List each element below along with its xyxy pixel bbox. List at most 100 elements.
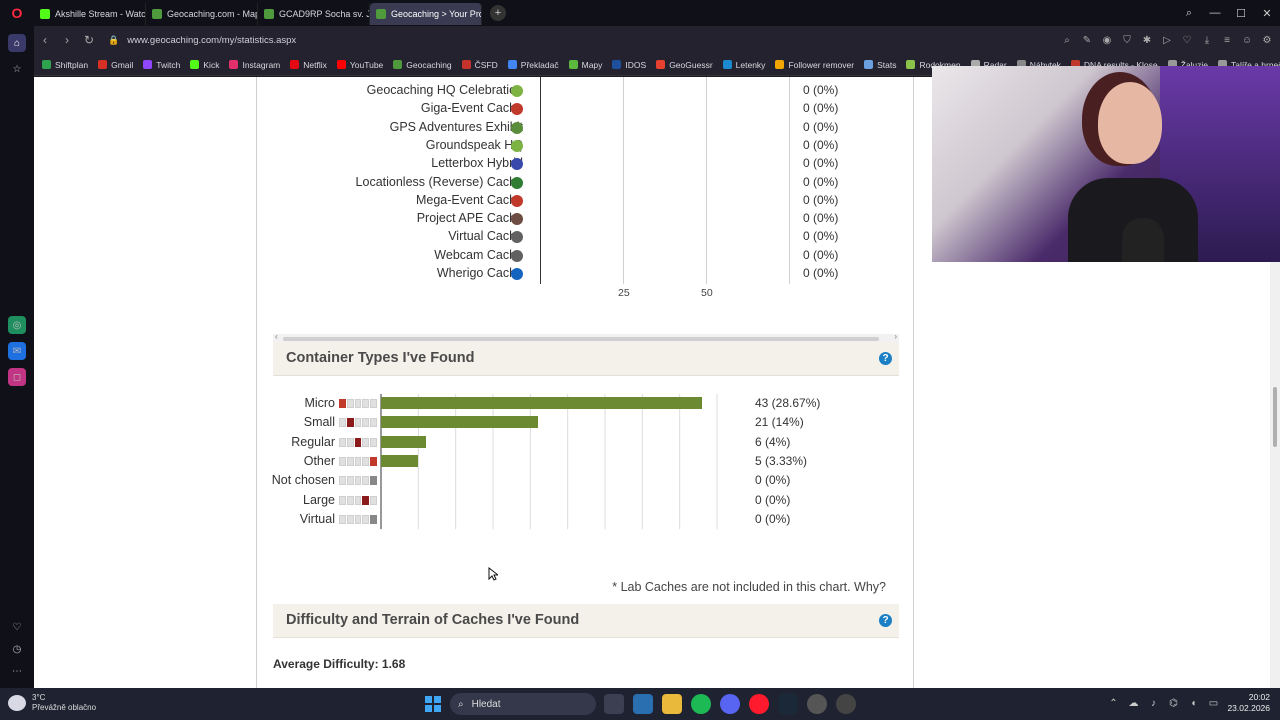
cache-type-label[interactable]: Wherigo Cache xyxy=(436,266,523,280)
settings-icon[interactable]: ⚙ xyxy=(1262,34,1272,46)
maximize-button[interactable]: ☐ xyxy=(1236,7,1246,20)
spotify-icon[interactable] xyxy=(691,694,711,714)
file-icon[interactable] xyxy=(604,694,624,714)
shield-icon[interactable]: ⛉ xyxy=(1123,34,1131,46)
reload-button[interactable]: ↻ xyxy=(83,33,95,47)
bookmark-item[interactable]: Netflix xyxy=(290,60,327,70)
bookmark-item[interactable]: Mapy xyxy=(568,60,602,70)
edit-icon[interactable]: ✎ xyxy=(1082,34,1092,46)
steam-icon[interactable] xyxy=(778,694,798,714)
play-icon[interactable]: ▷ xyxy=(1163,34,1171,46)
cache-type-label[interactable]: Locationless (Reverse) Cache xyxy=(355,174,523,189)
new-tab-button[interactable]: + xyxy=(490,5,506,21)
chatgpt-icon[interactable]: ◎ xyxy=(8,316,26,334)
heart-icon[interactable]: ♡ xyxy=(12,621,22,633)
cache-type-row: GPS Adventures Exhibit 0 (0%) xyxy=(257,119,915,137)
cache-type-label[interactable]: Mega-Event Cache xyxy=(415,192,523,207)
bookmark-item[interactable]: Gmail xyxy=(98,60,133,70)
weather-icon xyxy=(8,695,26,711)
bookmark-item[interactable]: Follower remover xyxy=(775,60,854,70)
bookmark-item[interactable]: ČSFD xyxy=(461,60,498,70)
folder-icon[interactable] xyxy=(662,694,682,714)
chart-horizontal-scrollbar[interactable]: ‹ › xyxy=(273,332,899,343)
bookmark-item[interactable]: Geocaching xyxy=(393,60,452,70)
cache-type-label[interactable]: Project APE Cache xyxy=(416,211,523,226)
network-icon[interactable]: ⌬ xyxy=(1169,697,1178,709)
bookmark-item[interactable]: Letenky xyxy=(722,60,765,70)
mic-icon[interactable]: ♪ xyxy=(1150,697,1156,709)
bookmark-icon xyxy=(42,60,51,69)
minimize-button[interactable]: — xyxy=(1209,7,1221,19)
camera-icon[interactable]: ◉ xyxy=(1102,34,1112,46)
browser-tab[interactable]: Geocaching.com - Map xyxy=(146,3,258,25)
cache-type-label[interactable]: GPS Adventures Exhibit xyxy=(389,119,523,134)
page-scrollbar[interactable] xyxy=(1270,77,1280,688)
obs-icon[interactable] xyxy=(836,694,856,714)
help-icon[interactable]: ? xyxy=(879,352,892,365)
search-icon[interactable]: ⌕ xyxy=(1064,34,1070,46)
star-icon[interactable]: ☆ xyxy=(12,63,22,75)
help-icon[interactable]: ? xyxy=(879,614,892,627)
container-bar[interactable] xyxy=(381,454,419,467)
opera-logo-icon[interactable]: O xyxy=(11,5,23,21)
browser-tab[interactable]: Geocaching > Your Profile xyxy=(370,3,482,25)
discord-icon[interactable] xyxy=(720,694,740,714)
bookmark-item[interactable]: IDOS xyxy=(612,60,646,70)
cache-type-label[interactable]: Webcam Cache xyxy=(434,247,523,262)
bookmark-item[interactable]: GeoGuessr xyxy=(656,60,713,70)
search-tabs-icon[interactable]: ⌕ xyxy=(1185,6,1193,19)
bookmark-item[interactable]: YouTube xyxy=(336,60,383,70)
bookmark-item[interactable]: Nábytek xyxy=(1016,60,1061,70)
history-icon[interactable]: ◷ xyxy=(12,643,22,655)
browser-tab[interactable]: Akshille Stream - Watch L xyxy=(34,3,146,25)
home-icon[interactable]: ⌂ xyxy=(8,34,26,52)
bookmark-item[interactable]: Stats xyxy=(864,60,896,70)
bookmark-item[interactable]: Kick xyxy=(190,60,219,70)
battery-icon[interactable]: ▭ xyxy=(1208,697,1219,709)
menu-icon[interactable]: ≡ xyxy=(1224,34,1230,46)
bookmark-item[interactable]: Twitch xyxy=(143,60,180,70)
chevron-up-icon[interactable]: ⌃ xyxy=(1109,697,1118,709)
container-bar[interactable] xyxy=(381,435,426,448)
close-button[interactable]: ✕ xyxy=(1262,7,1272,20)
bookmark-item[interactable]: Žaluzie xyxy=(1167,60,1208,70)
bookmark-item[interactable]: Shiftplan xyxy=(42,60,88,70)
bookmark-icon xyxy=(229,60,239,69)
lab-caches-note[interactable]: * Lab Caches are not included in this ch… xyxy=(612,580,886,594)
bookmark-item[interactable]: Rodokmen xyxy=(906,60,961,70)
cache-type-label[interactable]: Groundspeak HQ xyxy=(425,137,523,152)
scroll-right-icon[interactable]: › xyxy=(894,332,897,341)
telegram-icon[interactable] xyxy=(633,694,653,714)
heart-icon[interactable]: ♡ xyxy=(1182,34,1192,46)
extension-icon[interactable]: ✱ xyxy=(1142,34,1152,46)
cache-type-label[interactable]: Geocaching HQ Celebration xyxy=(366,83,523,97)
volume-icon[interactable]: ◖ xyxy=(1190,697,1197,709)
app-icon[interactable] xyxy=(807,694,827,714)
messenger-icon[interactable]: ✉ xyxy=(8,342,26,360)
weather-widget[interactable]: 3°C Převážně oblačno xyxy=(8,693,96,713)
instagram-icon[interactable]: ◻ xyxy=(8,368,26,386)
opera-icon[interactable] xyxy=(749,694,769,714)
cloud-icon[interactable]: ☁ xyxy=(1128,697,1139,709)
forward-button[interactable]: › xyxy=(65,33,69,47)
browser-tab[interactable]: GCAD9RP Socha sv. Jana xyxy=(258,3,370,25)
bookmark-item[interactable]: Překladač xyxy=(507,60,559,70)
bookmark-item[interactable]: Radar xyxy=(970,60,1007,70)
profile-icon[interactable]: ☺ xyxy=(1241,34,1253,46)
container-bar[interactable] xyxy=(381,397,703,409)
download-icon[interactable]: ⤓ xyxy=(1204,34,1210,46)
container-bar[interactable] xyxy=(381,416,538,429)
bookmark-item[interactable]: Talíře a hrnečky xyxy=(1218,60,1280,70)
back-button[interactable]: ‹ xyxy=(43,33,47,47)
bookmark-item[interactable]: Instagram xyxy=(229,60,280,70)
clock[interactable]: 20:02 23.02.2026 xyxy=(1227,692,1270,714)
scroll-left-icon[interactable]: ‹ xyxy=(275,332,278,341)
start-button[interactable] xyxy=(425,696,441,712)
cache-type-label[interactable]: Letterbox Hybrid xyxy=(431,156,523,171)
url-field[interactable]: 🔒 www.geocaching.com/my/statistics.aspx xyxy=(108,35,296,46)
bookmark-item[interactable]: DNA results - Klose xyxy=(1070,60,1158,70)
more-icon[interactable]: ⋯ xyxy=(12,665,22,677)
cache-type-label[interactable]: Giga-Event Cache xyxy=(420,101,523,116)
taskbar-search[interactable]: ⌕ Hledat xyxy=(450,693,596,715)
cache-type-label[interactable]: Virtual Cache xyxy=(448,229,523,244)
